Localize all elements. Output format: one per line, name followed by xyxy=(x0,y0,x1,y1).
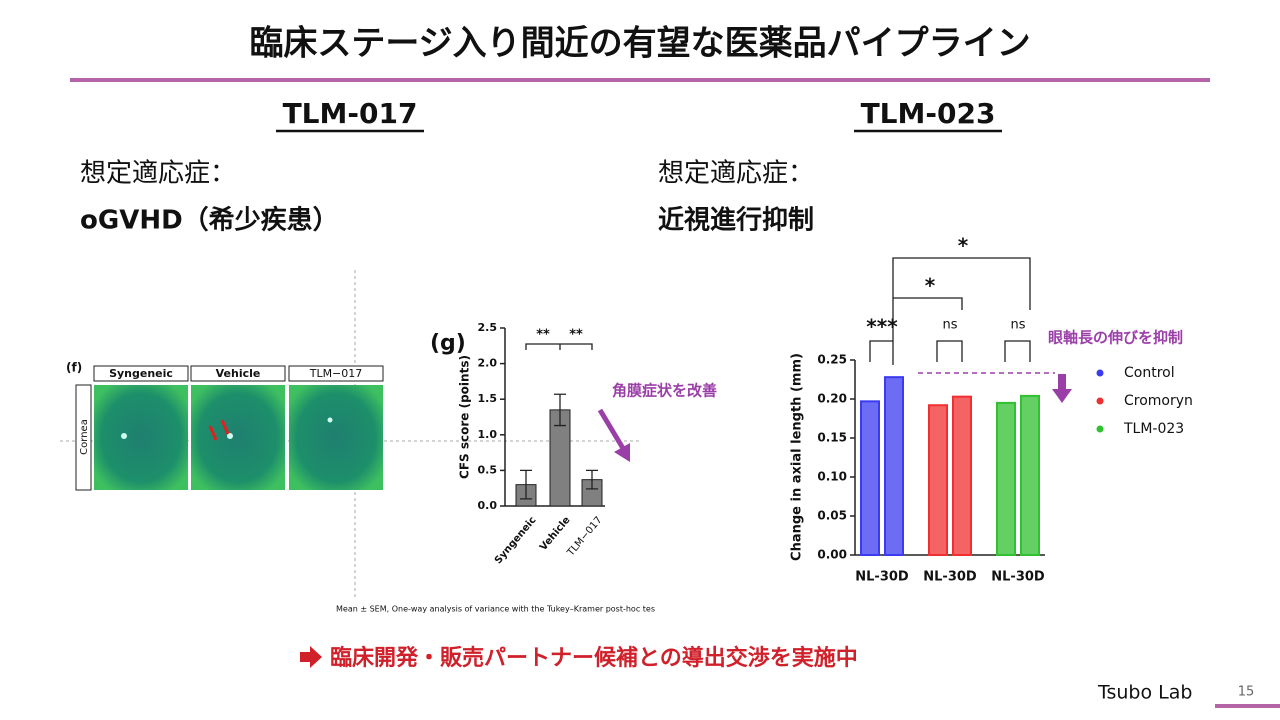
y-tick-label: 0.25 xyxy=(817,353,847,367)
indication-label: 想定適応症： xyxy=(658,159,814,189)
column-label: Vehicle xyxy=(216,367,261,380)
y-tick-label: 0.0 xyxy=(478,499,498,512)
significance: ns xyxy=(942,318,957,333)
eye-photo xyxy=(191,385,285,490)
arrow xyxy=(597,408,627,452)
eye-photo xyxy=(289,385,383,490)
error-bar xyxy=(586,469,598,490)
logo: Tsubo Lab xyxy=(1097,682,1192,704)
significance: ** xyxy=(536,328,550,343)
drug-name: TLM-023 xyxy=(861,97,996,130)
reflection xyxy=(227,433,233,439)
indication: 近視進行抑制 xyxy=(658,205,814,236)
eye-photo xyxy=(94,385,188,490)
y-axis-label: Change in axial length (mm) xyxy=(790,353,805,561)
group-label: NL-30D xyxy=(923,570,977,585)
panel-label: (g) xyxy=(430,331,466,356)
legend-label: TLM-023 xyxy=(1123,421,1184,437)
annotation: 角膜症状を改善 xyxy=(612,382,717,400)
error-bar xyxy=(520,469,532,500)
footnote: Mean ± SEM, One-way analysis of variance… xyxy=(336,605,655,614)
column-box xyxy=(93,365,189,382)
y-tick-label: 0.10 xyxy=(817,470,847,484)
y-axis-label: CFS score (points) xyxy=(458,355,472,479)
y-tick-label: 1.5 xyxy=(478,392,498,405)
indication-label: 想定適応症： xyxy=(80,159,236,189)
legend-swatch xyxy=(1096,397,1104,405)
figure-label: (f) xyxy=(66,361,82,375)
y-tick-label: 0.15 xyxy=(817,431,847,445)
significance: * xyxy=(925,274,936,298)
y-tick-label: 1.0 xyxy=(478,428,498,441)
arrow-head xyxy=(614,443,630,462)
legend-label: Control xyxy=(1124,365,1175,381)
group-label: NL-30D xyxy=(855,570,909,585)
bar xyxy=(928,404,948,556)
y-tick-label: 2.0 xyxy=(478,357,498,370)
significance-bracket xyxy=(525,343,593,350)
group-label: NL-30D xyxy=(991,570,1045,585)
drug-name: TLM-017 xyxy=(283,97,418,130)
significance: *** xyxy=(866,315,898,339)
message: 臨床開発・販売パートナー候補との導出交渉を実施中 xyxy=(330,645,858,671)
significance: ns xyxy=(1010,318,1025,333)
significance-bracket xyxy=(869,257,1031,365)
row-label: Cornea xyxy=(79,419,90,455)
red-arrow xyxy=(208,419,230,441)
column-label: Syngeneic xyxy=(109,367,173,380)
y-tick-label: 0.05 xyxy=(817,509,847,523)
legend-swatch xyxy=(1096,369,1104,377)
bar xyxy=(1020,394,1040,556)
column-label: TLM−017 xyxy=(309,367,363,380)
bar xyxy=(860,400,880,556)
bar xyxy=(996,401,1016,556)
bar xyxy=(952,395,972,556)
reflection xyxy=(121,433,127,439)
y-tick-label: 2.5 xyxy=(478,321,498,334)
eye-panels: Syngeneic Vehicle TLM−017 Cornea xyxy=(75,365,384,491)
column-box xyxy=(190,365,286,382)
legend-swatch xyxy=(1096,425,1104,433)
annotation: 眼軸長の伸びを抑制 xyxy=(1048,329,1183,347)
y-tick-label: 0.20 xyxy=(817,392,847,406)
arrow-icon xyxy=(300,646,322,668)
significance: * xyxy=(958,234,969,258)
page-number: 15 xyxy=(1238,685,1255,700)
arrow-head xyxy=(1052,389,1072,403)
error-bar xyxy=(554,393,566,427)
arrow xyxy=(1058,374,1066,390)
y-tick-label: 0.5 xyxy=(478,463,498,476)
y-tick-label: 0.00 xyxy=(817,548,847,562)
reflection xyxy=(327,417,333,423)
title: 臨床ステージ入り間近の有望な医薬品パイプライン xyxy=(249,24,1030,64)
x-tick-label: Syngeneic xyxy=(493,515,539,567)
column-box xyxy=(288,365,384,382)
bar xyxy=(884,376,904,556)
x-tick-label: Vehicle xyxy=(538,515,573,553)
legend-label: Cromoryn xyxy=(1124,393,1193,409)
significance: ** xyxy=(569,328,583,343)
row-box xyxy=(75,384,92,491)
indication: oGVHD（希少疾患） xyxy=(80,205,339,236)
